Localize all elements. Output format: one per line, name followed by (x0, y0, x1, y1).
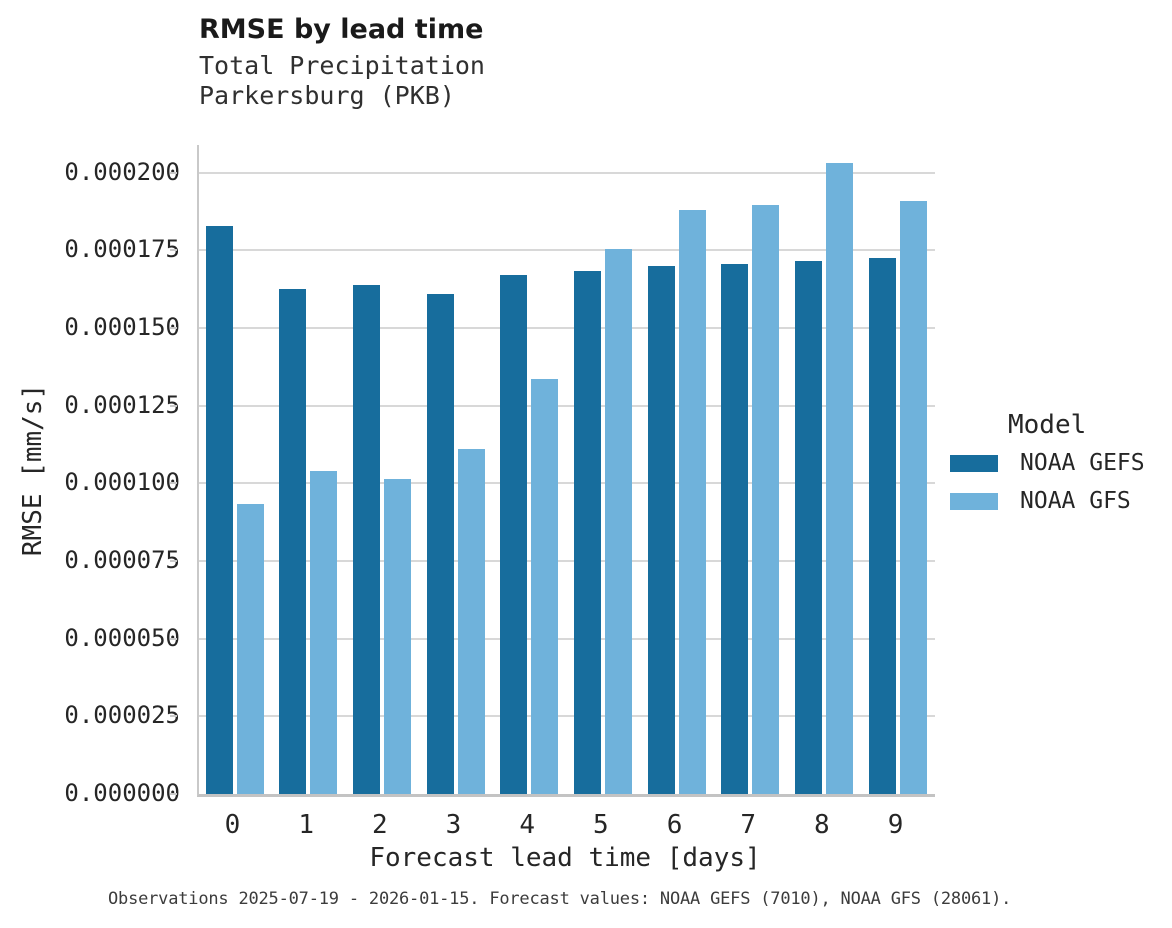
y-tick-mark (170, 404, 177, 407)
y-tick-mark (170, 793, 177, 795)
y-tick-label: 0.000075 (64, 546, 180, 575)
bar-noaa-gfs-day-6 (678, 210, 706, 794)
y-tick-label: 0.000150 (64, 313, 180, 342)
bar-noaa-gfs-day-0 (236, 504, 264, 794)
legend-entry-noaa-gfs: NOAA GFS (950, 488, 1145, 514)
bar-noaa-gefs-day-8 (794, 261, 822, 794)
title-block: RMSE by lead time Total Precipitation Pa… (199, 14, 485, 111)
bar-noaa-gfs-day-9 (899, 200, 927, 794)
bar-noaa-gfs-day-3 (457, 449, 485, 794)
x-tick-label-3: 3 (445, 810, 462, 840)
bar-noaa-gfs-day-8 (825, 163, 853, 794)
gridline-0.000175 (199, 249, 935, 252)
y-tick-mark (170, 171, 177, 174)
legend: Model NOAA GEFS NOAA GFS (950, 410, 1145, 526)
bar-noaa-gefs-day-5 (573, 270, 601, 794)
bar-noaa-gefs-day-7 (721, 264, 749, 794)
gridline-0.000050 (199, 637, 935, 640)
legend-entry-noaa-gefs: NOAA GEFS (950, 450, 1145, 476)
x-tick-label-8: 8 (814, 810, 830, 840)
y-tick-label: 0.000175 (64, 235, 180, 264)
y-tick-mark (170, 637, 177, 640)
x-tick-label-4: 4 (519, 810, 535, 840)
chart-title: RMSE by lead time (199, 14, 484, 45)
caption: Observations 2025-07-19 - 2026-01-15. Fo… (108, 889, 1012, 909)
plot-area (197, 145, 935, 797)
y-tick-mark (170, 249, 177, 252)
x-tick-label-6: 6 (666, 810, 683, 840)
bar-noaa-gefs-day-2 (352, 284, 380, 794)
x-tick-label-9: 9 (887, 810, 904, 840)
bar-noaa-gefs-day-3 (426, 293, 454, 794)
y-tick-label: 0.000125 (64, 390, 180, 419)
legend-label: NOAA GFS (1020, 488, 1131, 514)
bar-noaa-gfs-day-4 (531, 379, 559, 794)
y-tick-label: 0.000050 (64, 623, 180, 652)
bar-noaa-gefs-day-1 (279, 289, 307, 794)
bar-noaa-gefs-day-9 (868, 258, 896, 794)
bar-noaa-gfs-day-2 (383, 478, 411, 794)
gridline-0.000125 (199, 404, 935, 407)
chart-subtitle: Total Precipitation Parkersburg (PKB) (199, 51, 485, 110)
legend-label: NOAA GEFS (1020, 450, 1145, 476)
legend-title: Model (1008, 410, 1087, 440)
legend-entries: NOAA GEFS NOAA GFS (950, 450, 1145, 514)
bar-noaa-gefs-day-4 (500, 275, 528, 794)
x-tick-label-5: 5 (593, 810, 609, 840)
y-tick-label: 0.000100 (64, 468, 180, 497)
bar-noaa-gfs-day-1 (310, 470, 338, 794)
gridline-0.000150 (199, 327, 935, 330)
y-tick-mark (170, 715, 177, 718)
bar-noaa-gefs-day-0 (205, 225, 233, 794)
y-tick-label: 0.000025 (64, 701, 180, 730)
legend-swatch-icon (950, 492, 998, 510)
gridline-0.000075 (199, 560, 935, 563)
gridline-0.000025 (199, 715, 935, 718)
bar-noaa-gfs-day-5 (604, 248, 632, 794)
y-tick-mark (170, 327, 177, 330)
y-tick-mark (170, 482, 177, 485)
y-tick-label: 0.000200 (64, 157, 180, 186)
x-tick-label-1: 1 (298, 810, 314, 840)
x-axis-label: Forecast lead time [days] (369, 843, 761, 873)
y-tick-label: 0.000000 (64, 779, 180, 807)
y-axis-label: RMSE [mm/s] (18, 383, 48, 557)
legend-swatch-icon (950, 454, 998, 472)
bar-noaa-gefs-day-6 (647, 265, 675, 794)
x-tick-label-7: 7 (740, 810, 757, 840)
gridline-0.000100 (199, 482, 935, 485)
y-tick-mark (170, 560, 177, 563)
gridline-0.000200 (199, 171, 935, 174)
x-tick-label-0: 0 (224, 810, 241, 840)
x-tick-label-2: 2 (372, 810, 388, 840)
bar-noaa-gfs-day-7 (752, 205, 780, 794)
